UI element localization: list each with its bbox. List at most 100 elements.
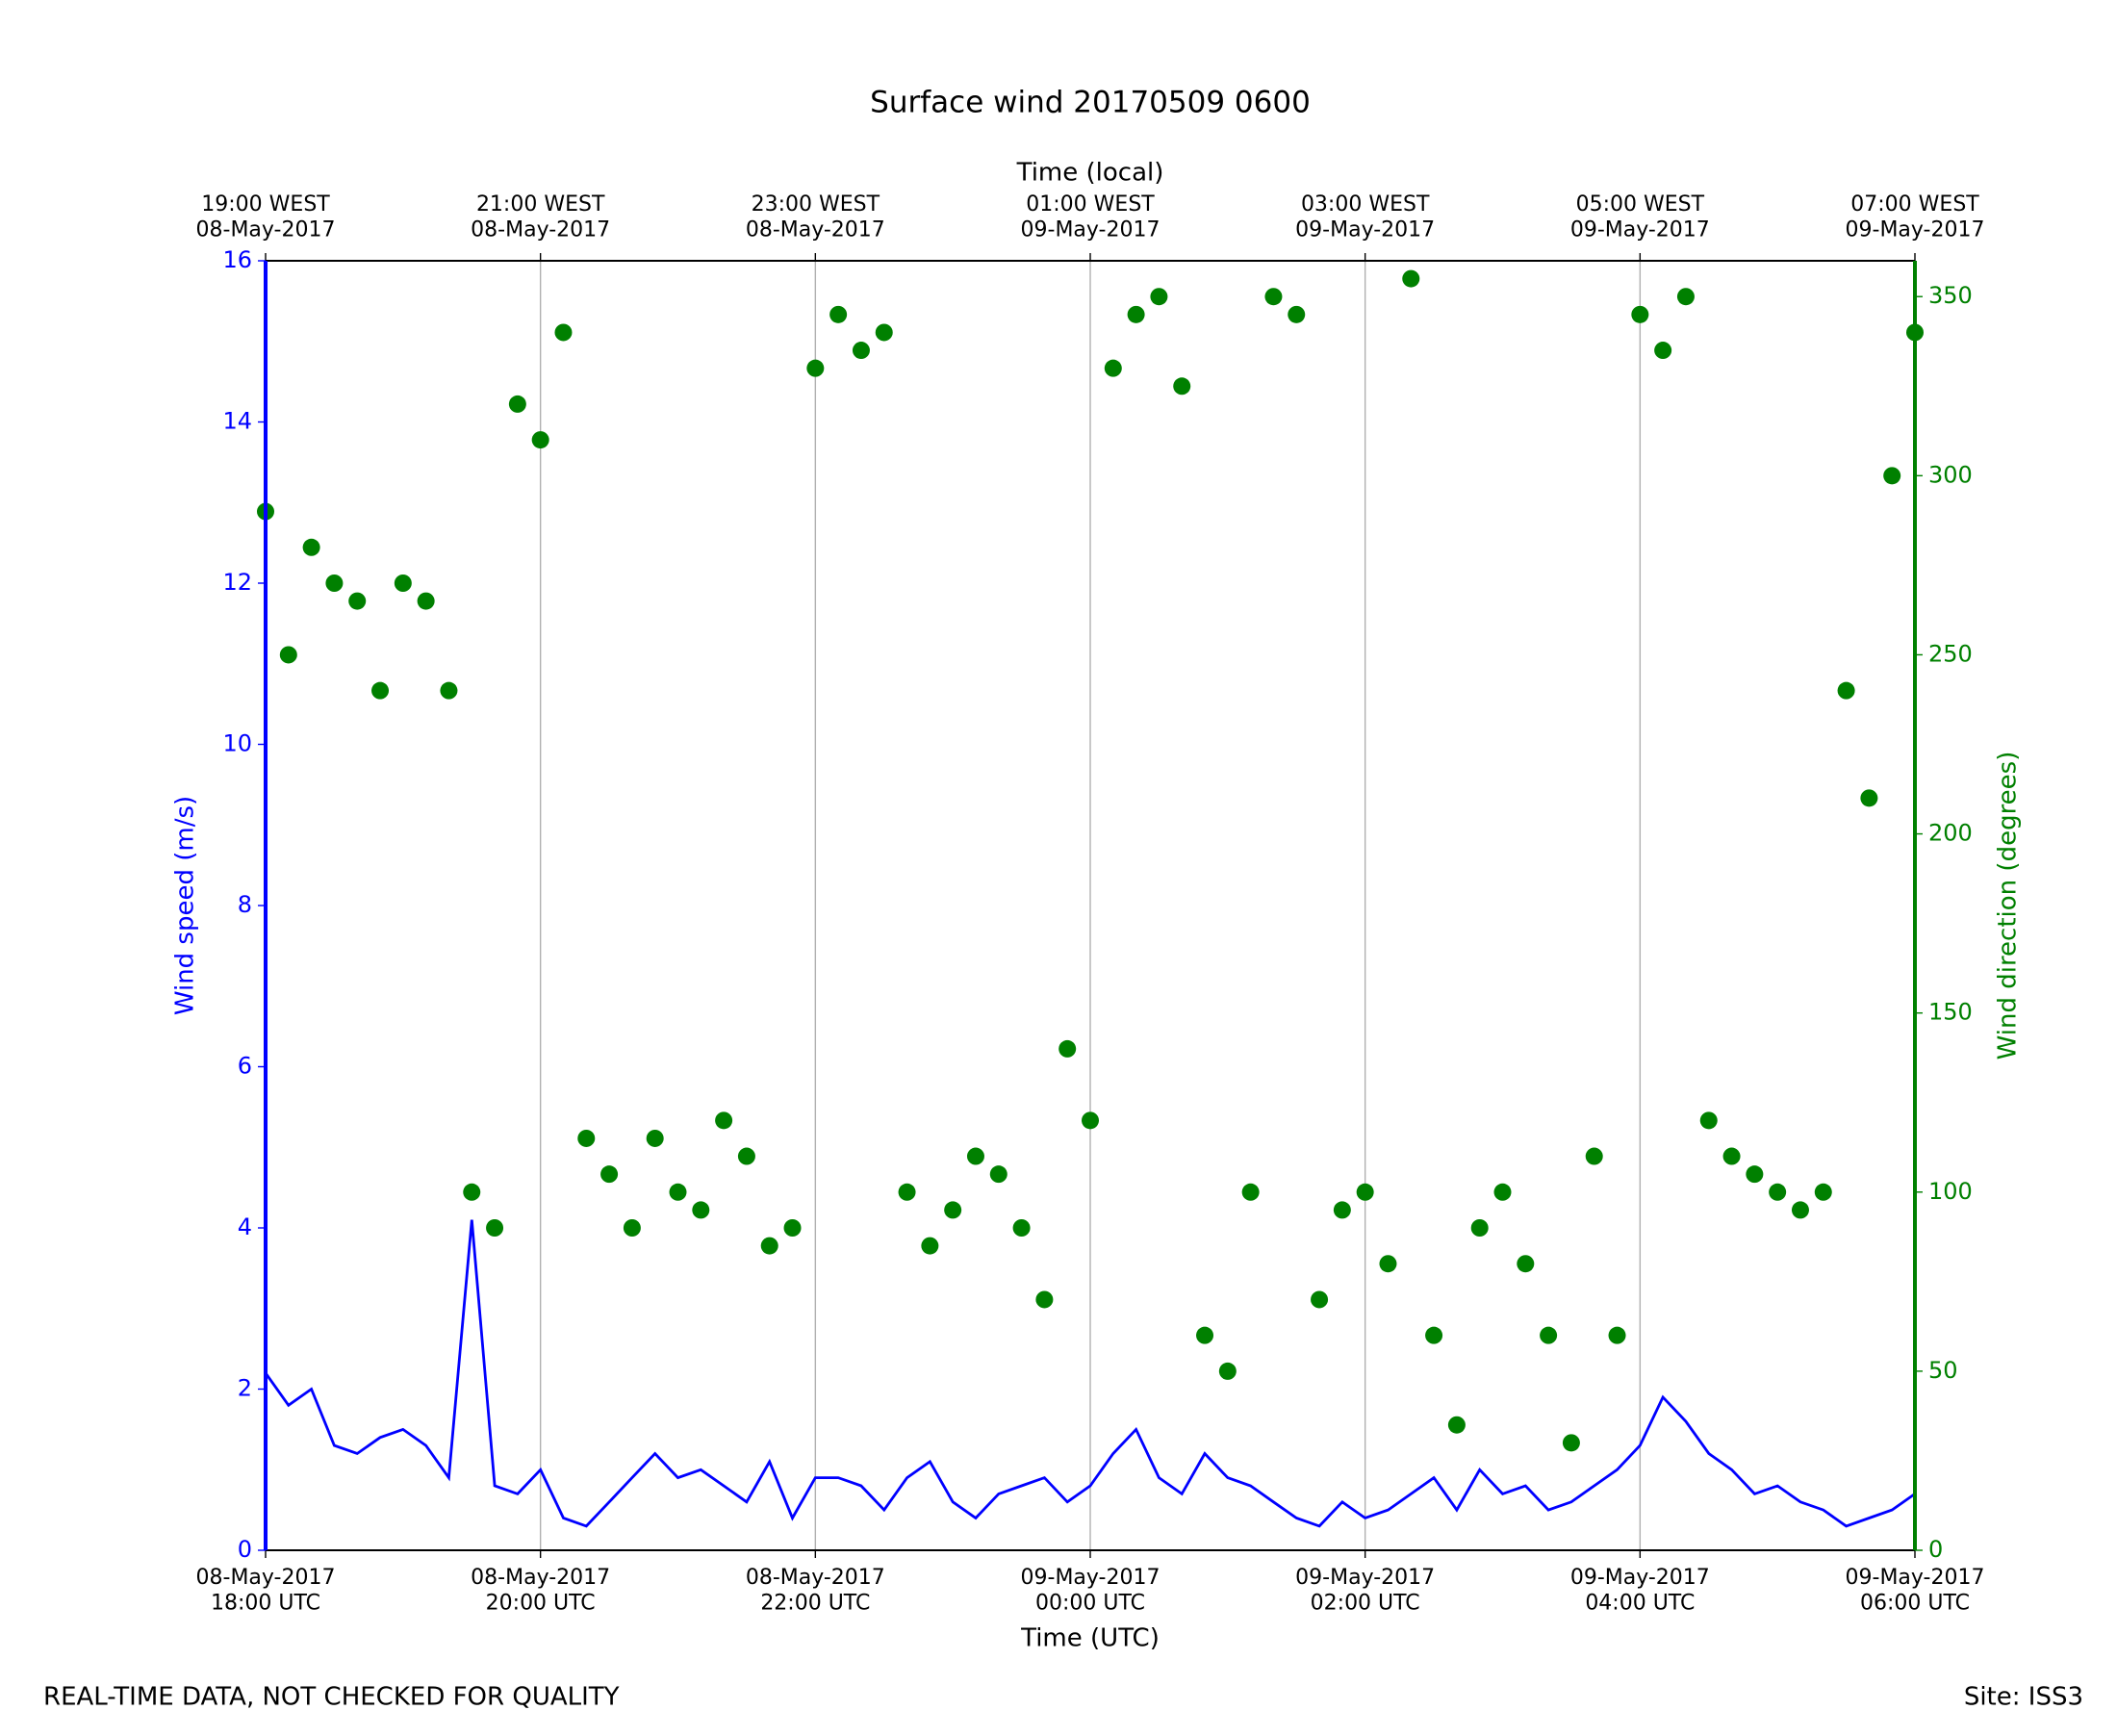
site-label: Site: ISS3 — [1964, 1683, 2083, 1712]
x-tick-label: 09-May-2017 06:00 UTC — [1846, 1566, 1985, 1615]
direction-point — [417, 592, 435, 610]
direction-point — [646, 1129, 664, 1147]
direction-point — [1814, 1183, 1832, 1201]
y2-tick-label: 300 — [1928, 461, 1973, 488]
y-tick-label: 12 — [222, 569, 252, 596]
speed-line — [264, 1219, 1916, 1528]
direction-point — [302, 538, 320, 556]
direction-point — [1379, 1255, 1397, 1273]
y-axis-label: Wind speed (m/s) — [171, 796, 200, 1015]
direction-point — [600, 1165, 619, 1184]
direction-point — [348, 592, 367, 610]
y-tick-label: 10 — [222, 730, 252, 757]
direction-point — [875, 323, 893, 342]
direction-point — [508, 395, 526, 413]
x-tick-label: 08-May-2017 18:00 UTC — [196, 1566, 336, 1615]
direction-point — [325, 574, 344, 592]
direction-point — [715, 1111, 733, 1130]
x-tick-label: 08-May-2017 22:00 UTC — [746, 1566, 885, 1615]
direction-point — [279, 646, 297, 664]
x2-tick-label: 23:00 WEST 08-May-2017 — [746, 192, 885, 242]
direction-point — [1196, 1326, 1214, 1344]
direction-point — [1425, 1326, 1443, 1344]
direction-point — [1447, 1416, 1466, 1434]
x2-tick-label: 05:00 WEST 09-May-2017 — [1570, 192, 1710, 242]
direction-point — [1150, 288, 1168, 306]
direction-point — [1860, 789, 1878, 807]
direction-point — [921, 1237, 939, 1255]
x-axis-label: Time (UTC) — [1020, 1624, 1160, 1653]
direction-point — [1585, 1147, 1603, 1165]
direction-point — [440, 681, 458, 700]
x2-tick-label: 01:00 WEST 09-May-2017 — [1021, 192, 1161, 242]
y-tick-label: 0 — [238, 1536, 252, 1563]
direction-point — [1173, 377, 1191, 396]
direction-point — [623, 1219, 641, 1237]
direction-point — [1676, 288, 1695, 306]
y-tick-label: 8 — [238, 891, 252, 918]
direction-point — [1517, 1255, 1535, 1273]
direction-point — [1883, 467, 1901, 485]
y2-tick-label: 100 — [1928, 1178, 1973, 1205]
direction-point — [1218, 1362, 1237, 1380]
y2-tick-label: 50 — [1928, 1357, 1958, 1384]
direction-point — [577, 1129, 596, 1147]
x-tick-label: 09-May-2017 00:00 UTC — [1021, 1566, 1161, 1615]
direction-point — [1035, 1290, 1054, 1309]
direction-point — [1264, 288, 1283, 306]
direction-point — [1402, 269, 1420, 288]
direction-point — [1562, 1434, 1580, 1452]
direction-point — [1241, 1183, 1260, 1201]
direction-point — [806, 359, 825, 377]
direction-point — [531, 431, 549, 449]
direction-point — [1837, 681, 1855, 700]
x2-tick-label: 21:00 WEST 08-May-2017 — [471, 192, 610, 242]
direction-point — [1012, 1219, 1031, 1237]
footer-note: REAL-TIME DATA, NOT CHECKED FOR QUALITY — [43, 1683, 620, 1712]
direction-point — [554, 323, 573, 342]
y-tick-label: 6 — [238, 1053, 252, 1080]
direction-point — [737, 1147, 755, 1165]
direction-point — [760, 1237, 778, 1255]
direction-point — [1058, 1039, 1077, 1058]
direction-point — [989, 1165, 1007, 1184]
direction-point — [1082, 1111, 1099, 1130]
direction-point — [783, 1219, 802, 1237]
x2-tick-label: 07:00 WEST 09-May-2017 — [1846, 192, 1985, 242]
direction-point — [1769, 1183, 1787, 1201]
direction-point — [1356, 1183, 1374, 1201]
direction-point — [1654, 342, 1672, 360]
y-tick-label: 16 — [222, 246, 252, 273]
y-tick-label: 2 — [238, 1375, 252, 1402]
direction-point — [371, 681, 390, 700]
direction-point — [1333, 1201, 1351, 1219]
direction-point — [1288, 305, 1306, 323]
direction-point — [1791, 1201, 1809, 1219]
direction-point — [1540, 1326, 1558, 1344]
x-tick-label: 08-May-2017 20:00 UTC — [471, 1566, 610, 1615]
direction-point — [1127, 305, 1145, 323]
direction-point — [1746, 1165, 1764, 1184]
direction-point — [1722, 1147, 1741, 1165]
y2-tick-label: 350 — [1928, 282, 1973, 309]
direction-point — [486, 1219, 504, 1237]
y2-tick-label: 150 — [1928, 999, 1973, 1026]
x-tick-label: 09-May-2017 04:00 UTC — [1570, 1566, 1710, 1615]
direction-point — [692, 1201, 710, 1219]
direction-point — [944, 1201, 962, 1219]
direction-point — [394, 574, 412, 592]
direction-point — [1631, 305, 1649, 323]
direction-point — [1311, 1290, 1329, 1309]
x2-tick-label: 19:00 WEST 08-May-2017 — [196, 192, 336, 242]
direction-point — [1470, 1219, 1489, 1237]
direction-point — [463, 1183, 481, 1201]
direction-point — [1104, 359, 1122, 377]
direction-point — [852, 342, 870, 360]
direction-point — [669, 1183, 687, 1201]
direction-point — [966, 1147, 984, 1165]
direction-point — [1493, 1183, 1512, 1201]
direction-point — [898, 1183, 916, 1201]
x-tick-label: 09-May-2017 02:00 UTC — [1295, 1566, 1435, 1615]
